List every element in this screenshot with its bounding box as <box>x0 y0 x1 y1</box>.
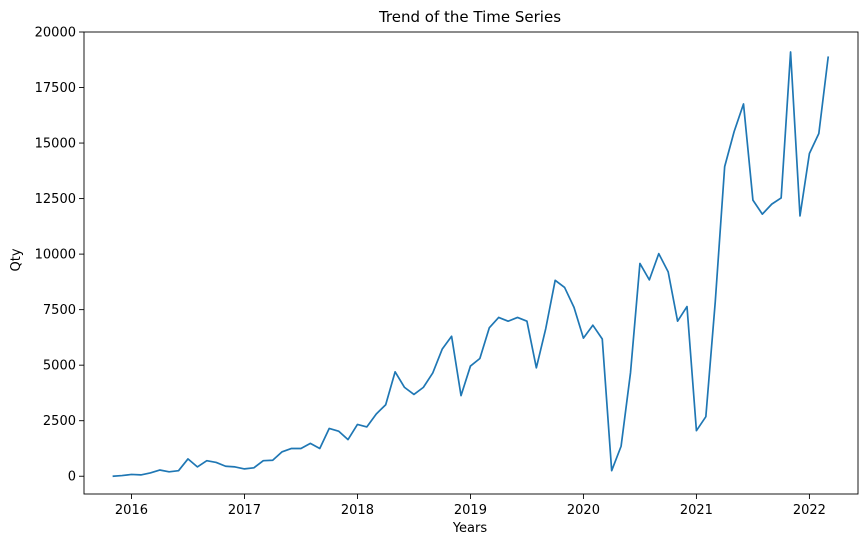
x-tick-label: 2016 <box>115 503 148 518</box>
x-tick-label: 2018 <box>341 503 374 518</box>
plot-frame <box>83 31 859 495</box>
y-tick-label: 5000 <box>43 359 76 374</box>
y-axis-title: Qty <box>9 248 24 271</box>
y-tick-label: 20000 <box>35 26 76 41</box>
series-line <box>112 51 830 478</box>
x-tick-label: 2019 <box>454 503 487 518</box>
y-tick-label: 0 <box>68 470 76 485</box>
y-tick-label: 7500 <box>43 303 76 318</box>
y-tick-label: 12500 <box>35 192 76 207</box>
y-tick-label: 15000 <box>35 137 76 152</box>
x-tick-label: 2017 <box>228 503 261 518</box>
x-tick-label: 2022 <box>793 503 826 518</box>
y-tick-label: 10000 <box>35 248 76 263</box>
y-axis-ticks: 0 2500 5000 7500 10000 12500 15000 17500 20000 <box>35 26 84 485</box>
y-tick-label: 17500 <box>35 81 76 96</box>
x-tick-label: 2021 <box>680 503 713 518</box>
x-tick-label: 2020 <box>567 503 600 518</box>
y-tick-label: 2500 <box>43 414 76 429</box>
x-axis-ticks: 2016 2017 2018 2019 2020 2021 2022 <box>115 494 826 518</box>
chart-title: Trend of the Time Series <box>378 8 561 26</box>
x-axis-title: Years <box>452 521 488 536</box>
